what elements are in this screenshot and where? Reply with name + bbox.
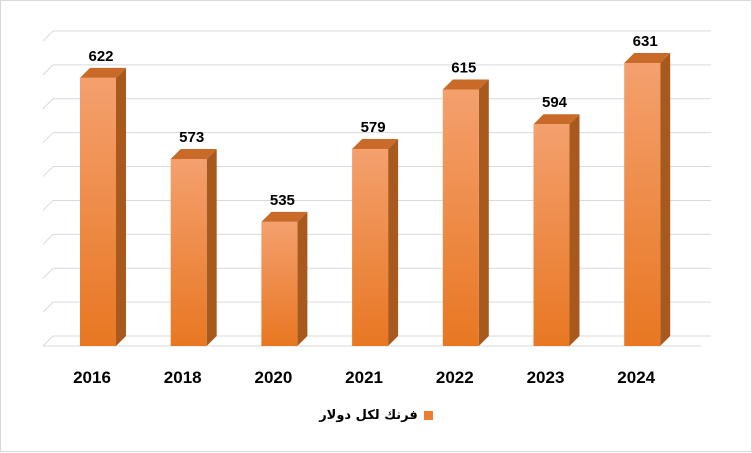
bar-side — [660, 53, 671, 346]
bar-side — [297, 211, 308, 346]
bar-front — [533, 124, 570, 346]
bar-side — [569, 114, 580, 346]
bar-top — [352, 139, 399, 150]
bar-side — [478, 79, 489, 347]
data-label: 622 — [88, 48, 113, 65]
bar-top — [624, 53, 671, 63]
x-tick-label: 2016 — [73, 368, 111, 387]
x-tick-label: 2020 — [254, 368, 292, 387]
bar-2022 — [442, 79, 489, 347]
bar-2020 — [261, 211, 308, 346]
bar-top — [261, 211, 308, 222]
bars — [80, 53, 671, 347]
gridline-side — [42, 98, 54, 110]
gridline-side — [42, 267, 54, 279]
bar-top — [170, 148, 217, 159]
gridline-side — [42, 64, 54, 76]
data-labels: 622 573 535 579 615 594 631 — [88, 33, 657, 209]
legend: فرنك لكل دولار — [0, 408, 752, 423]
bar-side — [206, 148, 217, 346]
x-axis-tick-labels: 2016 2018 2020 2021 2022 2023 2024 — [73, 368, 656, 387]
data-label: 615 — [451, 59, 476, 76]
legend-swatch — [423, 411, 433, 420]
bar-front — [442, 89, 479, 347]
gridline-side — [42, 200, 54, 211]
x-tick-label: 2023 — [527, 368, 565, 387]
data-label: 535 — [270, 192, 295, 209]
x-tick-label: 2022 — [436, 368, 474, 387]
bar-top — [533, 114, 580, 125]
gridline-side — [42, 335, 54, 347]
x-tick-label: 2021 — [345, 368, 383, 387]
data-label: 573 — [179, 129, 204, 146]
x-tick-label: 2024 — [617, 368, 655, 387]
bar-front — [624, 63, 661, 346]
gridline-side — [42, 233, 54, 245]
gridline-side — [42, 132, 54, 144]
x-tick-label: 2018 — [164, 368, 202, 387]
bar-side — [116, 67, 126, 346]
data-label: 631 — [633, 33, 658, 50]
bar-2024 — [624, 53, 671, 346]
bar-front — [261, 221, 298, 346]
bar-front — [80, 77, 116, 346]
bar-2016 — [80, 67, 126, 346]
gridline-side — [42, 166, 54, 177]
bar-front — [170, 158, 207, 346]
data-label: 594 — [542, 94, 568, 111]
gridline-side — [42, 301, 54, 313]
bar-front — [352, 149, 389, 346]
bar-2018 — [170, 148, 217, 346]
bar-side — [388, 139, 399, 346]
data-label: 579 — [361, 119, 386, 136]
bar-top — [80, 67, 126, 78]
bar-2023 — [533, 114, 580, 346]
bar-2021 — [352, 139, 399, 346]
gridline-side — [42, 30, 54, 42]
bar-top — [442, 79, 489, 90]
legend-label: فرنك لكل دولار — [319, 408, 418, 423]
